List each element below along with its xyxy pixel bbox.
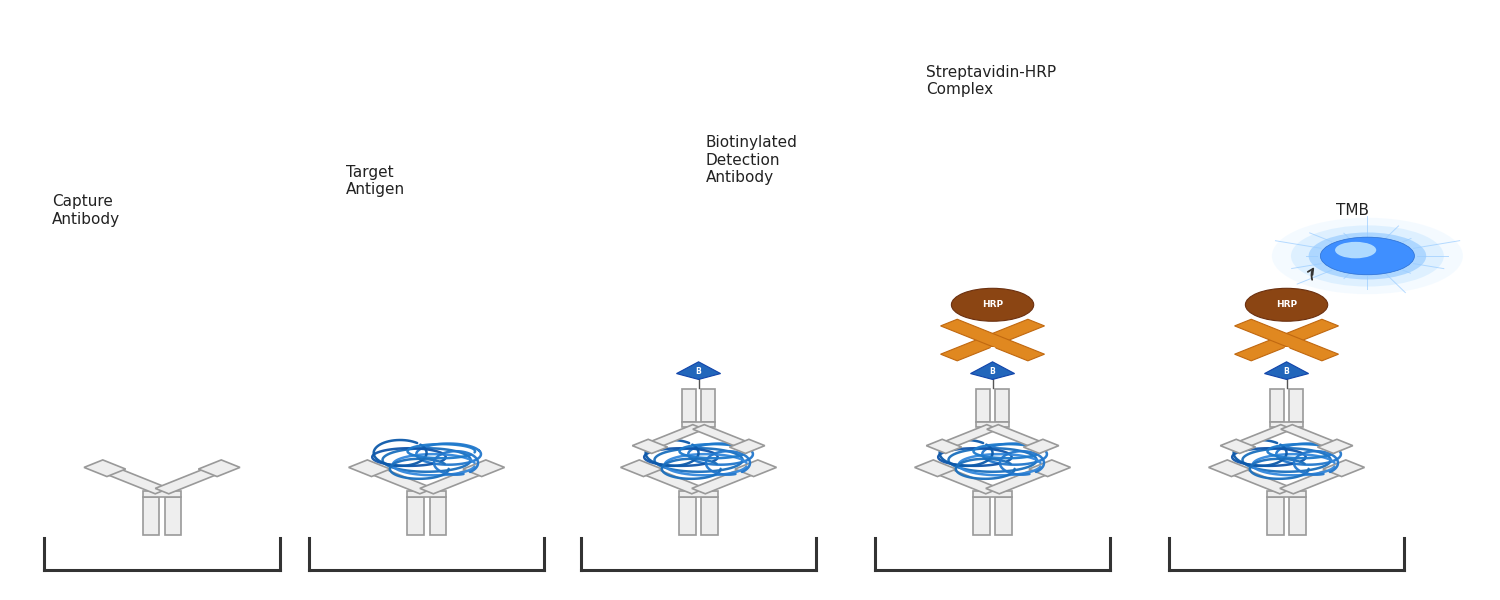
Text: B: B xyxy=(696,367,702,376)
Polygon shape xyxy=(1209,460,1249,476)
Bar xyxy=(976,422,1010,427)
Bar xyxy=(165,497,182,535)
Bar xyxy=(680,497,696,535)
Text: Target
Antigen: Target Antigen xyxy=(346,165,405,197)
Text: Biotinylated
Detection
Antibody: Biotinylated Detection Antibody xyxy=(706,136,798,185)
Polygon shape xyxy=(729,439,765,454)
Circle shape xyxy=(951,289,1034,321)
Polygon shape xyxy=(634,466,705,494)
Polygon shape xyxy=(1232,425,1293,449)
Polygon shape xyxy=(1317,439,1353,454)
Polygon shape xyxy=(621,460,662,476)
Polygon shape xyxy=(420,466,491,494)
Text: Streptavidin-HRP
Complex: Streptavidin-HRP Complex xyxy=(927,65,1056,97)
Polygon shape xyxy=(1323,460,1365,476)
Circle shape xyxy=(1292,226,1444,287)
Bar xyxy=(408,491,446,497)
Text: TMB: TMB xyxy=(1336,203,1370,218)
Text: B: B xyxy=(990,367,996,376)
Text: A: A xyxy=(990,325,996,334)
Polygon shape xyxy=(1029,460,1071,476)
Polygon shape xyxy=(1222,466,1293,494)
Polygon shape xyxy=(98,466,170,494)
Polygon shape xyxy=(735,460,777,476)
Bar xyxy=(1270,422,1304,427)
Bar xyxy=(994,389,1010,422)
Bar xyxy=(142,497,159,535)
Bar xyxy=(142,491,182,497)
Polygon shape xyxy=(348,460,390,476)
Polygon shape xyxy=(692,466,762,494)
Bar xyxy=(1270,389,1284,422)
Polygon shape xyxy=(154,466,226,494)
Polygon shape xyxy=(1280,466,1350,494)
Polygon shape xyxy=(1281,425,1341,449)
Text: HRP: HRP xyxy=(1276,300,1298,309)
Polygon shape xyxy=(1221,439,1256,454)
Circle shape xyxy=(1308,232,1426,280)
Polygon shape xyxy=(1023,439,1059,454)
Polygon shape xyxy=(986,466,1056,494)
Text: Capture
Antibody: Capture Antibody xyxy=(53,194,120,227)
Circle shape xyxy=(1245,289,1328,321)
Bar xyxy=(429,497,445,535)
Polygon shape xyxy=(644,425,705,449)
Polygon shape xyxy=(363,466,434,494)
Text: B: B xyxy=(990,347,996,356)
Polygon shape xyxy=(1234,319,1338,361)
Text: A: A xyxy=(1284,325,1290,334)
Text: B: B xyxy=(1284,347,1290,356)
Text: B: B xyxy=(1284,367,1290,376)
Circle shape xyxy=(1335,242,1376,259)
Bar xyxy=(996,497,1011,535)
Bar xyxy=(700,389,715,422)
Polygon shape xyxy=(987,425,1047,449)
Polygon shape xyxy=(693,425,753,449)
Polygon shape xyxy=(928,466,999,494)
Bar xyxy=(974,491,1011,497)
Polygon shape xyxy=(927,439,962,454)
Bar xyxy=(974,497,990,535)
Bar xyxy=(1268,497,1284,535)
Text: HRP: HRP xyxy=(982,300,1004,309)
Bar xyxy=(976,389,990,422)
Bar xyxy=(1290,497,1305,535)
Polygon shape xyxy=(676,362,720,379)
Bar xyxy=(682,389,696,422)
Bar xyxy=(1288,389,1304,422)
Polygon shape xyxy=(198,460,240,476)
Polygon shape xyxy=(915,460,956,476)
Polygon shape xyxy=(1234,319,1338,361)
Polygon shape xyxy=(970,362,1014,379)
Polygon shape xyxy=(464,460,504,476)
Bar xyxy=(682,422,716,427)
Polygon shape xyxy=(633,439,668,454)
Bar xyxy=(408,497,423,535)
Bar xyxy=(680,491,717,497)
Polygon shape xyxy=(1264,362,1308,379)
Circle shape xyxy=(1320,237,1414,275)
Polygon shape xyxy=(940,319,1044,361)
Polygon shape xyxy=(84,460,126,476)
Bar xyxy=(1268,491,1305,497)
Circle shape xyxy=(1272,218,1462,294)
Bar xyxy=(702,497,717,535)
Polygon shape xyxy=(940,319,1044,361)
Polygon shape xyxy=(938,425,999,449)
